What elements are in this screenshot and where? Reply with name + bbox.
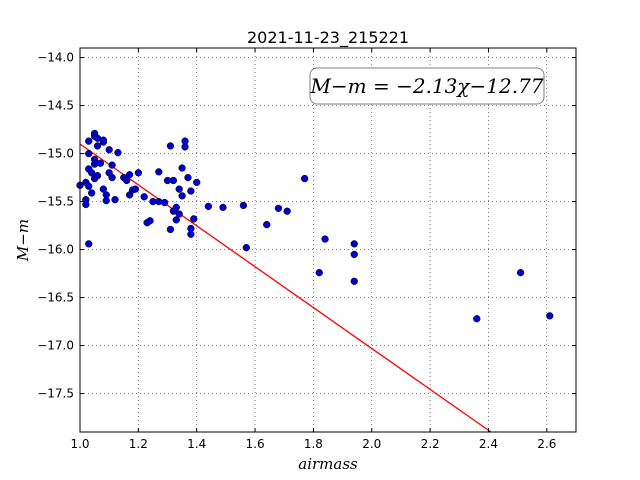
data-point [134,169,143,177]
data-point [85,240,93,248]
x-tick-labels: 1.0 1.2 1.4 1.6 1.8 2.0 2.2 2.4 2.6 [70,437,556,451]
data-point [131,185,140,193]
data-point [125,171,134,179]
data-point [274,204,283,212]
data-point [219,203,227,212]
data-point [473,315,481,323]
data-point [85,137,93,145]
y-tick-label: −15.5 [37,195,74,209]
data-point [263,220,271,229]
data-point [85,149,93,158]
y-tick-label: −14.0 [37,51,74,65]
y-tick-labels: −14.0 −14.5 −15.0 −15.5 −16.0 −16.5 −17.0 −17.5 [37,51,74,401]
data-point [111,196,119,204]
grid [79,48,576,432]
data-point [102,196,110,205]
data-point [546,312,554,320]
y-tick-label: −16.0 [37,243,74,257]
data-point [82,200,90,209]
data-point [516,268,525,277]
data-point [190,215,198,223]
x-tick-label: 2.2 [421,437,440,451]
data-point [160,198,169,207]
x-tick-label: 1.4 [187,437,206,451]
data-point [193,178,201,187]
data-point [108,161,116,169]
data-point [123,176,131,185]
data-point [85,182,93,190]
fit-line [79,143,492,433]
x-tick-label: 2.0 [362,437,381,451]
x-tick-label: 1.0 [70,437,89,451]
data-point [166,142,175,150]
x-axis-label: airmass [298,455,358,473]
data-point [108,173,116,182]
y-tick-label: −15.0 [37,147,74,161]
y-tick-label: −16.5 [37,291,74,305]
data-point [99,136,107,144]
data-point [184,173,192,182]
y-tick-label: −14.5 [37,99,74,113]
data-point [178,192,186,200]
data-point [187,187,195,195]
fit-equation-text: M−m = −2.13χ−12.77 [309,74,543,98]
data-point [93,172,102,180]
data-point [99,185,107,193]
data-point [88,169,96,177]
x-tick-label: 1.2 [129,437,148,451]
data-point [315,268,323,277]
fit-equation-box: M−m = −2.13χ−12.77 [309,67,545,105]
data-point [181,143,189,151]
data-point [146,217,154,225]
data-point [114,148,122,157]
y-tick-label: −17.0 [37,339,74,353]
data-point [239,201,248,210]
chart-title: 2021-11-23_215221 [247,28,409,48]
data-point [166,225,175,234]
data-point [96,159,105,167]
data-point [88,189,96,197]
data-point [242,244,250,252]
data-point [187,224,195,233]
axis-ticks [79,48,576,432]
fit-equation-frame [309,67,545,105]
data-points [76,129,554,323]
x-tick-label: 1.6 [246,437,265,451]
data-point [155,168,163,176]
x-tick-label: 1.8 [304,437,323,451]
data-point [172,203,180,212]
data-point [350,277,358,285]
x-tick-label: 2.4 [479,437,498,451]
data-point [350,250,358,259]
plot-area-frame [79,47,577,433]
x-tick-label: 2.6 [537,437,556,451]
fit-line-layer [79,143,492,433]
data-point [350,240,358,248]
data-point [321,235,329,243]
data-point [105,146,113,154]
y-axis-label: M−m [14,219,32,262]
data-point [175,210,183,218]
y-tick-label: −17.5 [37,387,74,401]
data-point [301,174,309,183]
data-point [178,164,186,172]
data-point [172,216,180,224]
data-point [140,193,148,201]
data-point [283,207,291,215]
data-point [169,176,178,185]
data-point [175,185,183,193]
data-point [204,202,213,211]
data-point [93,142,102,150]
